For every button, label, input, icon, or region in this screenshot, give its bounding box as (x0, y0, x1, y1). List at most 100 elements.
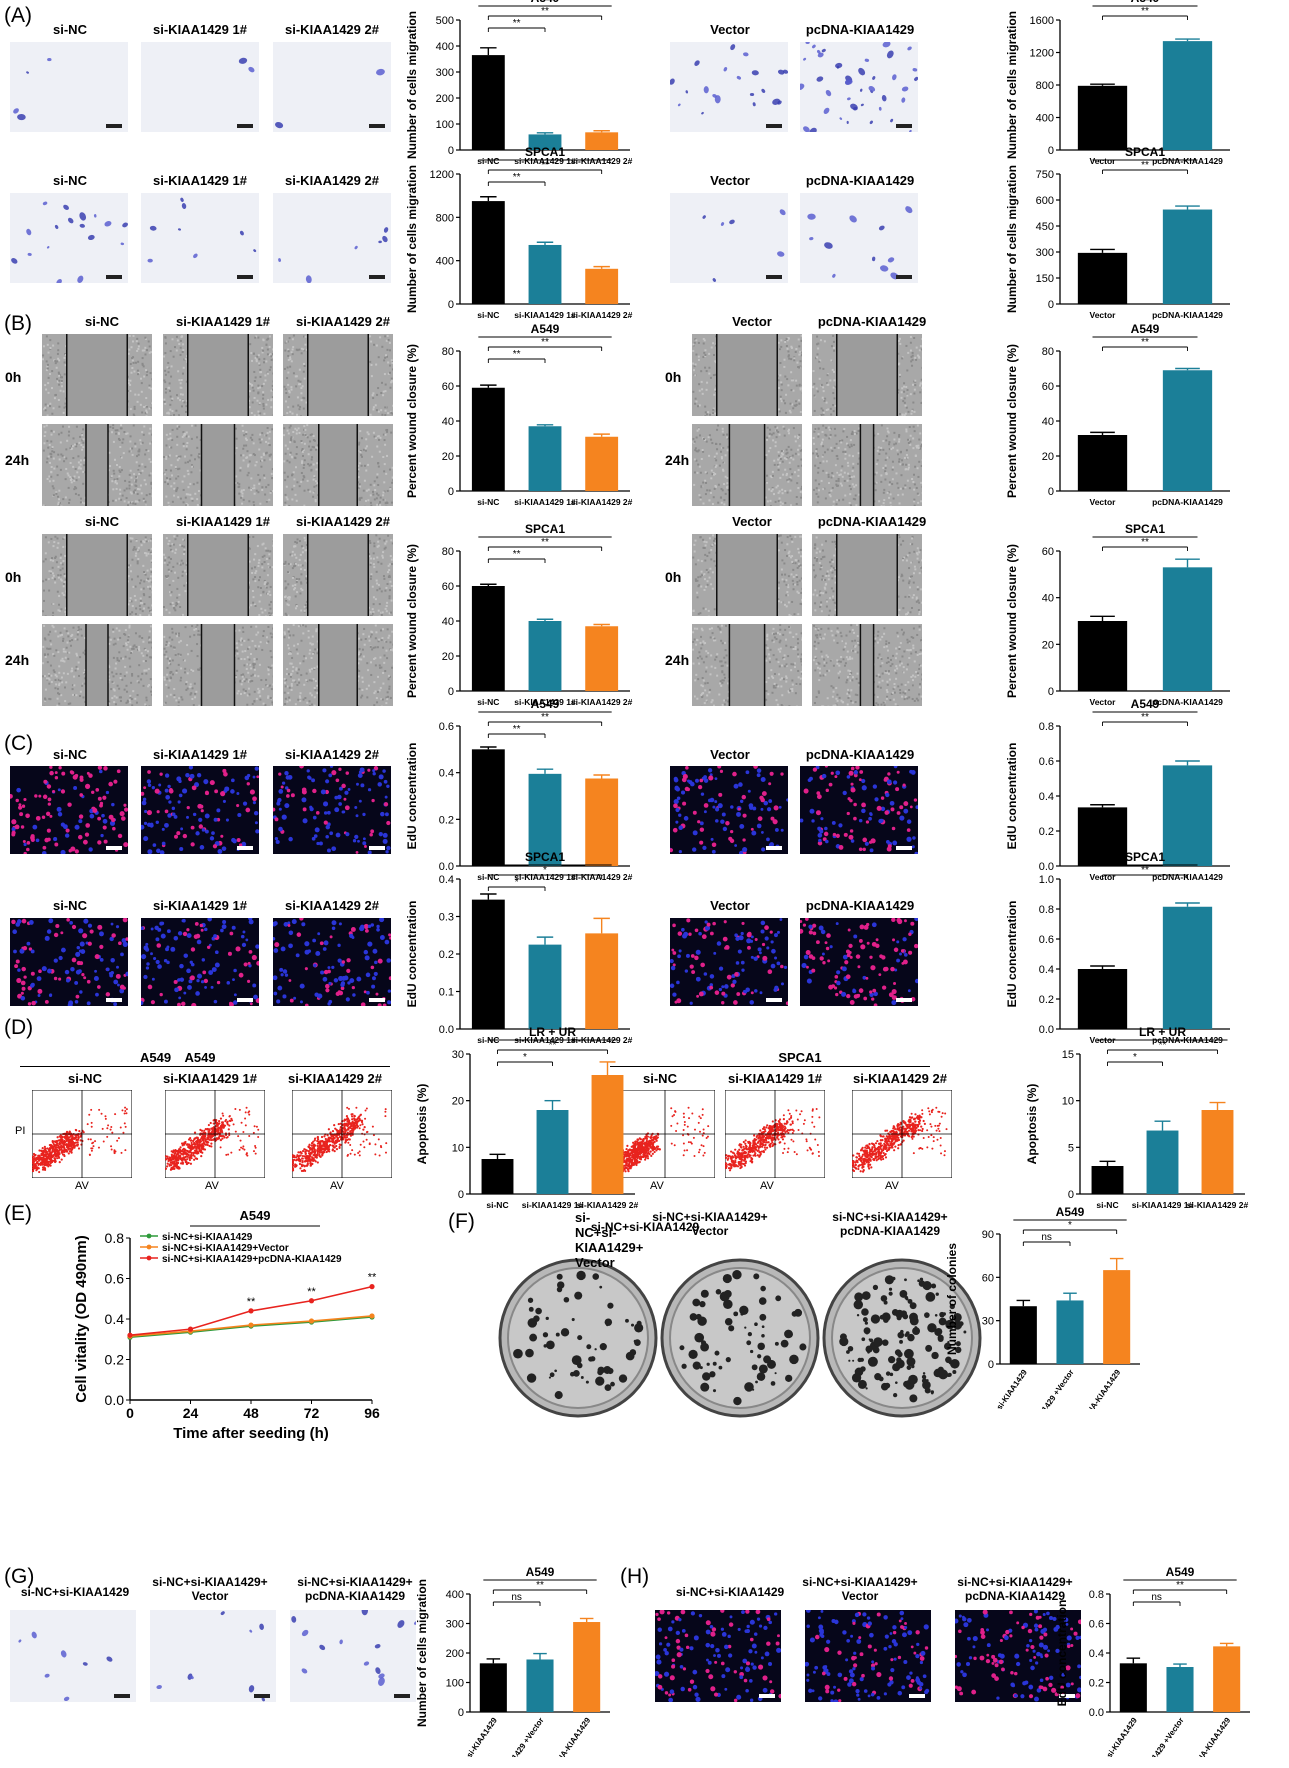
label-si-nc: si-NC (643, 1071, 677, 1086)
label-si-kiaa1429-2: si-KIAA1429 2# (285, 747, 379, 762)
bar (1162, 209, 1213, 304)
y-tick-label: 0.4 (439, 874, 454, 886)
label-si-nc-si-kiaa1429: si-NC+si-KIAA1429 (590, 1220, 700, 1234)
x-tick-label: Vector (1090, 310, 1117, 320)
wound-image-0h (283, 534, 393, 616)
y-tick-label: 1600 (1030, 15, 1054, 27)
y-tick-label: 0 (448, 299, 454, 311)
chart-title: SPCA1 (1125, 146, 1165, 159)
bar (528, 134, 562, 150)
x-tick-label: pcDNA-KIAA1429 (1152, 697, 1223, 707)
axis-label-av: AV (650, 1180, 664, 1192)
label-si-nc-si-kiaa1429-vector: si-NC+si-KIAA1429+ Vector (152, 1575, 268, 1603)
significance-label: ** (536, 1580, 544, 1591)
x-tick-label: si-KIAA1429 1# (514, 310, 576, 320)
micrograph-si-kiaa1429-1 (141, 42, 259, 132)
axis-label-pi: PI (15, 1125, 26, 1137)
significance-label: ** (541, 712, 549, 723)
y-tick-label: 0.4 (105, 1311, 125, 1327)
label-si-kiaa1429-1: si-KIAA1429 1# (153, 22, 247, 37)
y-tick-label: 30 (982, 1316, 994, 1328)
y-tick-label: 5 (1068, 1142, 1074, 1154)
bar (1166, 1667, 1194, 1712)
x-tick-label: si-KIAA1429 2# (571, 156, 633, 166)
x-tick-label: si-NC (477, 697, 499, 707)
significance-label: ** (368, 1272, 377, 1284)
y-tick-label: 90 (982, 1229, 994, 1241)
bar (1077, 807, 1128, 866)
y-tick-label: 500 (436, 15, 454, 27)
bar-chart-b4: 0 20 40 60 Percent wound closure (%) Vector pc… (1005, 523, 1230, 707)
y-tick-label: 0.6 (439, 721, 454, 733)
label-vector: Vector (710, 898, 750, 913)
bar (1213, 1646, 1241, 1712)
micrograph-pcdna-kiaa1429 (800, 42, 918, 132)
significance-label: ** (513, 18, 521, 29)
group-divider (610, 1066, 930, 1067)
legend-label: si-NC+si-KIAA1429+pcDNA-KIAA1429 (162, 1254, 342, 1265)
panel-label-a: (A) (4, 4, 32, 27)
chart-title: A549 (1166, 1566, 1195, 1579)
y-tick-label: 0.2 (1039, 826, 1054, 838)
x-tick-label: si-KIAA1429 1# (1132, 1200, 1194, 1210)
x-tick-label: 0 (126, 1405, 134, 1421)
bar (585, 436, 619, 491)
label-0h: 0h (5, 369, 22, 385)
y-tick-label: 0 (448, 686, 454, 698)
y-tick-label: 80 (442, 346, 454, 358)
data-point (369, 1313, 375, 1319)
y-tick-label: 800 (436, 212, 454, 224)
y-tick-label: 750 (1036, 169, 1054, 181)
chart-title: LR + UR (529, 1026, 576, 1039)
legend-label: si-NC+si-KIAA1429 (162, 1232, 253, 1243)
micrograph-pcdna-kiaa1429 (800, 193, 918, 283)
edu-image-pcdna-kiaa1429 (800, 766, 918, 854)
bar (1077, 435, 1128, 491)
significance-label: ** (513, 724, 521, 735)
y-tick-label: 0 (1048, 299, 1054, 311)
y-tick-label: 0 (448, 486, 454, 498)
y-tick-label: 0 (988, 1359, 994, 1371)
bar (591, 1075, 624, 1194)
x-tick-label: si-NC (486, 1200, 508, 1210)
y-tick-label: 0.8 (105, 1230, 125, 1246)
y-axis-label: EdU concentration (405, 901, 419, 1008)
y-axis-label: Apoptosis (%) (1025, 1084, 1039, 1165)
significance-label: ** (1176, 1580, 1184, 1591)
bar (526, 1659, 554, 1712)
significance-label: ** (1159, 1040, 1167, 1051)
bar (585, 626, 619, 691)
micrograph-si-nc (10, 193, 128, 283)
micrograph-vector (670, 42, 788, 132)
label-vector: Vector (732, 514, 772, 529)
y-tick-label: 40 (1042, 416, 1054, 428)
y-tick-label: 0.6 (1039, 756, 1054, 768)
chart-title: SPCA1 (525, 146, 565, 159)
significance-label: ** (307, 1286, 316, 1298)
wound-image-0h (812, 534, 922, 616)
wound-image-0h (163, 534, 273, 616)
bar (1162, 765, 1213, 866)
y-tick-label: 0.4 (1089, 1648, 1104, 1660)
y-tick-label: 400 (1036, 113, 1054, 125)
y-tick-label: 60 (982, 1272, 994, 1284)
y-tick-label: 200 (446, 1648, 464, 1660)
y-tick-label: 1200 (1030, 48, 1054, 60)
label-0h: 0h (665, 569, 682, 585)
y-tick-label: 0.2 (439, 949, 454, 961)
significance-label: ** (513, 172, 521, 183)
y-tick-label: 0.8 (1039, 904, 1054, 916)
edu-image-pcdna-kiaa1429 (800, 918, 918, 1006)
edu-image-h-1 (655, 1610, 781, 1702)
bar (471, 387, 505, 491)
bar (1056, 1300, 1084, 1364)
label-si-nc: si-NC (85, 514, 119, 529)
wound-image-24h (692, 424, 802, 506)
y-tick-label: 0.0 (1039, 861, 1054, 873)
y-tick-label: 0 (1048, 686, 1054, 698)
x-tick-label: pcDNA-KIAA1429 (1152, 497, 1223, 507)
label-pcdna-kiaa1429: pcDNA-KIAA1429 (805, 173, 915, 188)
y-tick-label: 30 (452, 1049, 464, 1061)
y-tick-label: 0.2 (105, 1352, 125, 1368)
colony-dish-si-nc-si-kiaa1429 (498, 1258, 658, 1418)
